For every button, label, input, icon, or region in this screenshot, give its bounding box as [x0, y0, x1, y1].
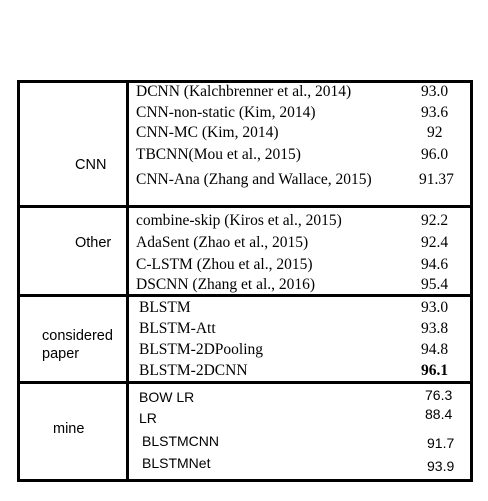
method-name: BLSTM-2DCNN	[139, 362, 248, 379]
score-value: 94.6	[421, 256, 449, 273]
table-border-left	[17, 80, 20, 482]
group-label-other: Other	[75, 235, 112, 251]
score-value: 96.0	[421, 146, 449, 163]
score-value: 91.7	[427, 435, 455, 451]
group-label-mine: mine	[53, 421, 85, 437]
score-value: 94.8	[421, 341, 449, 358]
score-value: 93.8	[421, 320, 449, 337]
method-name: combine-skip (Kiros et al., 2015)	[136, 212, 342, 229]
score-value: 93.0	[421, 83, 449, 100]
score-value: 91.37	[419, 171, 454, 188]
score-value: 93.0	[421, 299, 449, 316]
group-divider	[17, 294, 473, 297]
score-value-best: 96.1	[421, 362, 449, 379]
table-border-right	[470, 80, 473, 482]
method-name: CNN-non-static (Kim, 2014)	[136, 104, 316, 121]
method-name: C-LSTM (Zhou et al., 2015)	[136, 256, 313, 273]
method-name: DCNN (Kalchbrenner et al., 2014)	[136, 83, 352, 100]
method-name: BLSTM-Att	[139, 320, 216, 337]
table-border-bottom	[17, 479, 473, 482]
score-value: 92.4	[421, 234, 449, 251]
method-name: BLSTMCNN	[142, 433, 220, 449]
method-name: BOW LR	[139, 389, 195, 405]
method-name: DSCNN (Zhang et al., 2016)	[136, 276, 316, 293]
score-value: 93.9	[427, 458, 455, 474]
score-value: 93.6	[421, 104, 449, 121]
method-name: BLSTM	[139, 299, 191, 316]
method-name: BLSTMNet	[142, 455, 211, 471]
group-divider	[17, 205, 473, 208]
method-name: AdaSent (Zhao et al., 2015)	[136, 234, 309, 251]
method-name: CNN-MC (Kim, 2014)	[136, 124, 279, 141]
score-value: 92.2	[421, 212, 449, 229]
group-divider	[17, 381, 473, 384]
score-value: 76.3	[425, 387, 453, 403]
group-label-considered-line1: considered	[42, 328, 113, 344]
method-name: BLSTM-2DPooling	[139, 341, 264, 358]
score-value: 95.4	[421, 276, 449, 293]
method-name: TBCNN(Mou et al., 2015)	[136, 146, 301, 163]
column-divider	[126, 80, 129, 482]
method-name: CNN-Ana (Zhang and Wallace, 2015)	[136, 171, 372, 188]
group-label-cnn: CNN	[75, 157, 107, 173]
method-name: LR	[139, 410, 157, 426]
score-value: 88.4	[425, 406, 453, 422]
score-value: 92	[427, 124, 443, 141]
table-border-top	[17, 80, 473, 83]
group-label-considered-line2: paper	[42, 346, 80, 362]
